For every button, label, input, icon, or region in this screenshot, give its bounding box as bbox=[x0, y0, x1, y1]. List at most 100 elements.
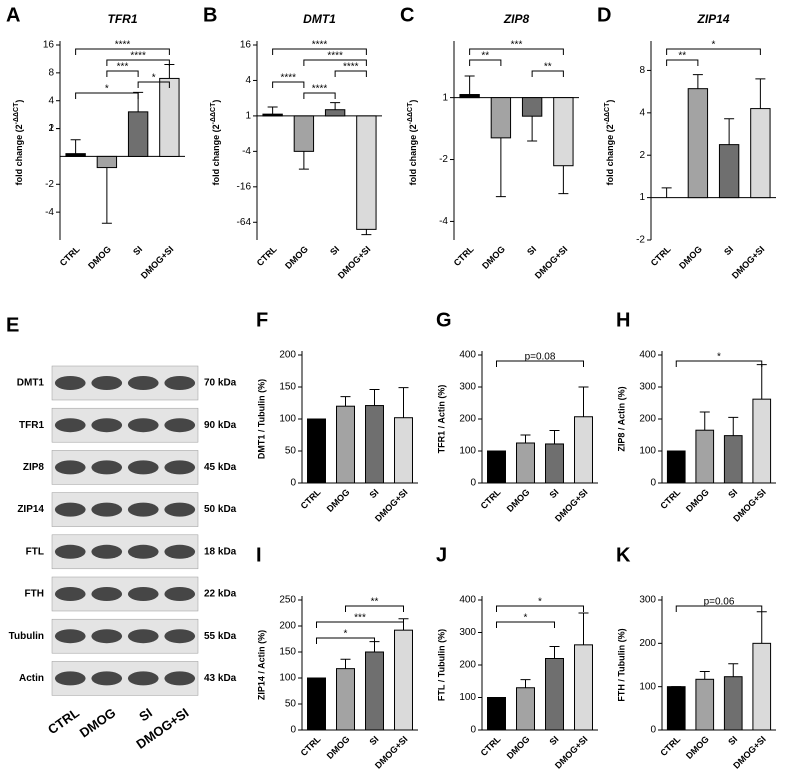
y-tick-label: 4 bbox=[245, 75, 251, 86]
bar bbox=[666, 686, 686, 731]
significance-label: **** bbox=[343, 62, 359, 73]
blot-band bbox=[54, 418, 86, 433]
y-tick-label: 100 bbox=[459, 692, 476, 703]
y-axis-label: fold change (2-ΔΔCT) bbox=[13, 100, 25, 186]
y-tick-label: 100 bbox=[639, 681, 656, 692]
bar bbox=[574, 416, 593, 484]
bar bbox=[516, 687, 535, 731]
significance-label: *** bbox=[511, 40, 523, 51]
y-tick-label: 8 bbox=[48, 67, 54, 78]
blot-band bbox=[127, 460, 159, 475]
y-tick-label: -64 bbox=[237, 217, 252, 228]
y-axis-label: FTH / Tubulin (%) bbox=[616, 628, 626, 701]
error-bar bbox=[527, 116, 538, 142]
y-tick-label: 8 bbox=[639, 65, 645, 76]
blot-band bbox=[54, 544, 86, 559]
significance-bracket bbox=[345, 605, 404, 612]
blot-band bbox=[127, 629, 159, 644]
bar bbox=[545, 658, 564, 731]
y-tick-label: -2 bbox=[636, 235, 645, 246]
y-label-sup: -ΔΔCT bbox=[604, 102, 611, 124]
y-tick-label: 0 bbox=[290, 478, 296, 489]
bar bbox=[324, 109, 346, 117]
bar bbox=[752, 642, 772, 731]
y-tick-label: 300 bbox=[459, 627, 476, 638]
y-label-text: fold change (2 bbox=[408, 124, 418, 185]
y-tick-label: 150 bbox=[279, 647, 296, 658]
y-tick-label: -4 bbox=[45, 207, 54, 218]
error-bar bbox=[728, 416, 739, 436]
y-axis-label: ZIP14 / Actin (%) bbox=[256, 630, 266, 700]
blot-band bbox=[127, 376, 159, 390]
bar bbox=[516, 442, 535, 484]
y-tick-label: 400 bbox=[459, 350, 476, 361]
y-label-end: ) bbox=[408, 100, 418, 103]
protein-label: ZIP8 bbox=[23, 462, 45, 473]
protein-label: ZIP14 bbox=[17, 504, 44, 515]
bar bbox=[752, 398, 772, 484]
protein-label: Tubulin bbox=[9, 631, 44, 642]
significance-label: **** bbox=[115, 40, 131, 51]
y-tick-label: 1 bbox=[442, 92, 448, 103]
y-tick-label: 400 bbox=[459, 595, 476, 606]
significance-label: ** bbox=[481, 51, 489, 62]
y-tick-label: 200 bbox=[639, 638, 656, 649]
blot-band bbox=[91, 376, 123, 390]
blot-band bbox=[91, 502, 123, 517]
y-axis-label: fold change (2-ΔΔCT) bbox=[407, 100, 419, 186]
y-axis-label: DMT1 / Tubulin (%) bbox=[256, 379, 266, 459]
chart-title: ZIP14 bbox=[696, 12, 729, 26]
protein-label: TFR1 bbox=[19, 420, 44, 431]
y-tick-label: -16 bbox=[237, 181, 252, 192]
panel-letter: F bbox=[256, 309, 268, 331]
error-bar bbox=[267, 106, 278, 115]
y-tick-label: 300 bbox=[639, 595, 656, 606]
y-axis-label: fold change (2-ΔΔCT) bbox=[210, 100, 222, 186]
blot-band bbox=[54, 629, 86, 644]
blot-band bbox=[91, 587, 123, 601]
significance-bracket bbox=[666, 59, 699, 66]
protein-label: FTL bbox=[26, 546, 44, 557]
size-label: 22 kDa bbox=[204, 589, 237, 600]
y-tick-label: 200 bbox=[279, 621, 296, 632]
y-tick-label: -2 bbox=[439, 154, 448, 165]
significance-label: * bbox=[712, 40, 716, 51]
significance-label: *** bbox=[117, 62, 129, 73]
significance-label: **** bbox=[312, 84, 328, 95]
bar bbox=[545, 443, 564, 484]
y-tick-label: 0 bbox=[650, 725, 656, 736]
protein-label: DMT1 bbox=[17, 378, 45, 389]
significance-bracket bbox=[75, 48, 170, 55]
y-tick-label: 200 bbox=[459, 414, 476, 425]
bar bbox=[574, 644, 593, 731]
significance-label: * bbox=[105, 84, 109, 95]
y-label-end: ) bbox=[211, 100, 221, 103]
chart-title: DMT1 bbox=[303, 12, 336, 26]
y-tick-label: 16 bbox=[43, 40, 55, 51]
y-tick-label: 50 bbox=[285, 699, 297, 710]
error-bar bbox=[464, 75, 475, 95]
panel-letter: B bbox=[203, 4, 217, 26]
y-tick-label: 300 bbox=[459, 382, 476, 393]
significance-label: * bbox=[152, 73, 156, 84]
bar bbox=[336, 668, 355, 731]
blot-band bbox=[91, 671, 123, 686]
error-bar bbox=[330, 102, 341, 110]
significance-label: **** bbox=[312, 40, 328, 51]
panel-letter: A bbox=[6, 4, 20, 26]
panel-letter: H bbox=[616, 309, 630, 331]
size-label: 45 kDa bbox=[204, 462, 237, 473]
panel-letter: D bbox=[597, 4, 611, 26]
blot-band bbox=[127, 502, 159, 517]
significance-bracket bbox=[316, 637, 375, 644]
error-bar bbox=[724, 118, 735, 145]
y-label-sup: -ΔΔCT bbox=[13, 102, 20, 124]
y-label-end: ) bbox=[14, 100, 24, 103]
y-tick-label: 1 bbox=[639, 192, 645, 203]
chart-title: TFR1 bbox=[108, 12, 138, 26]
bar bbox=[666, 450, 686, 484]
significance-label: * bbox=[344, 629, 348, 640]
blot-band bbox=[127, 587, 159, 601]
bar bbox=[750, 108, 771, 199]
